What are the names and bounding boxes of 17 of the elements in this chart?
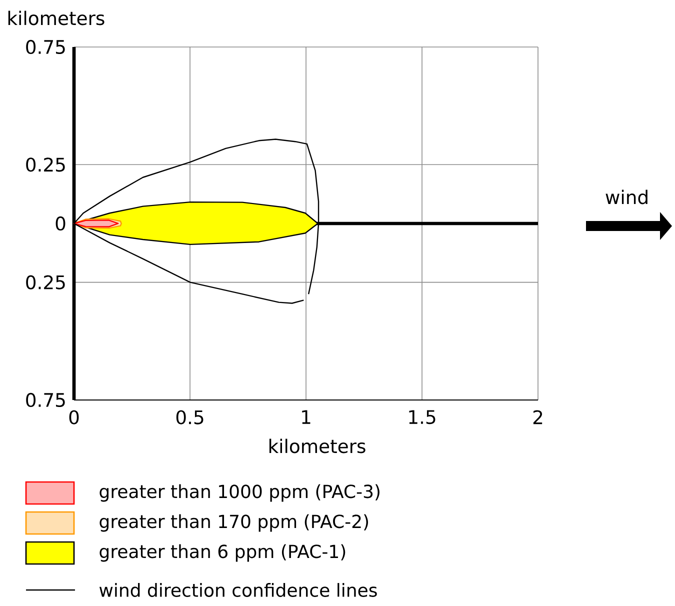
- y-tick-label: 0.75: [26, 392, 65, 408]
- legend-label: greater than 1000 ppm (PAC-3): [100, 484, 380, 502]
- x-tick-label: 0: [69, 410, 79, 424]
- x-axis-title: kilometers: [269, 438, 366, 454]
- x-tick-label: 2: [533, 410, 542, 424]
- y-axis-title: kilometers: [8, 10, 104, 26]
- text: wind: [606, 190, 648, 204]
- legend-label: greater than 170 ppm (PAC-2): [100, 514, 368, 532]
- legend-label: greater than 6 ppm (PAC-1): [100, 544, 346, 562]
- y-tick-label: 0.25: [26, 158, 65, 172]
- x-tick-label: 1: [302, 410, 310, 424]
- y-tick-label: 0: [56, 216, 66, 231]
- x-tick-label: 0.5: [176, 410, 204, 424]
- legend-label: wind direction confidence lines: [99, 583, 377, 597]
- y-tick-label: 0.75: [26, 40, 65, 54]
- x-tick-label: 1.5: [409, 410, 436, 424]
- y-tick-label: 0.25: [26, 275, 65, 290]
